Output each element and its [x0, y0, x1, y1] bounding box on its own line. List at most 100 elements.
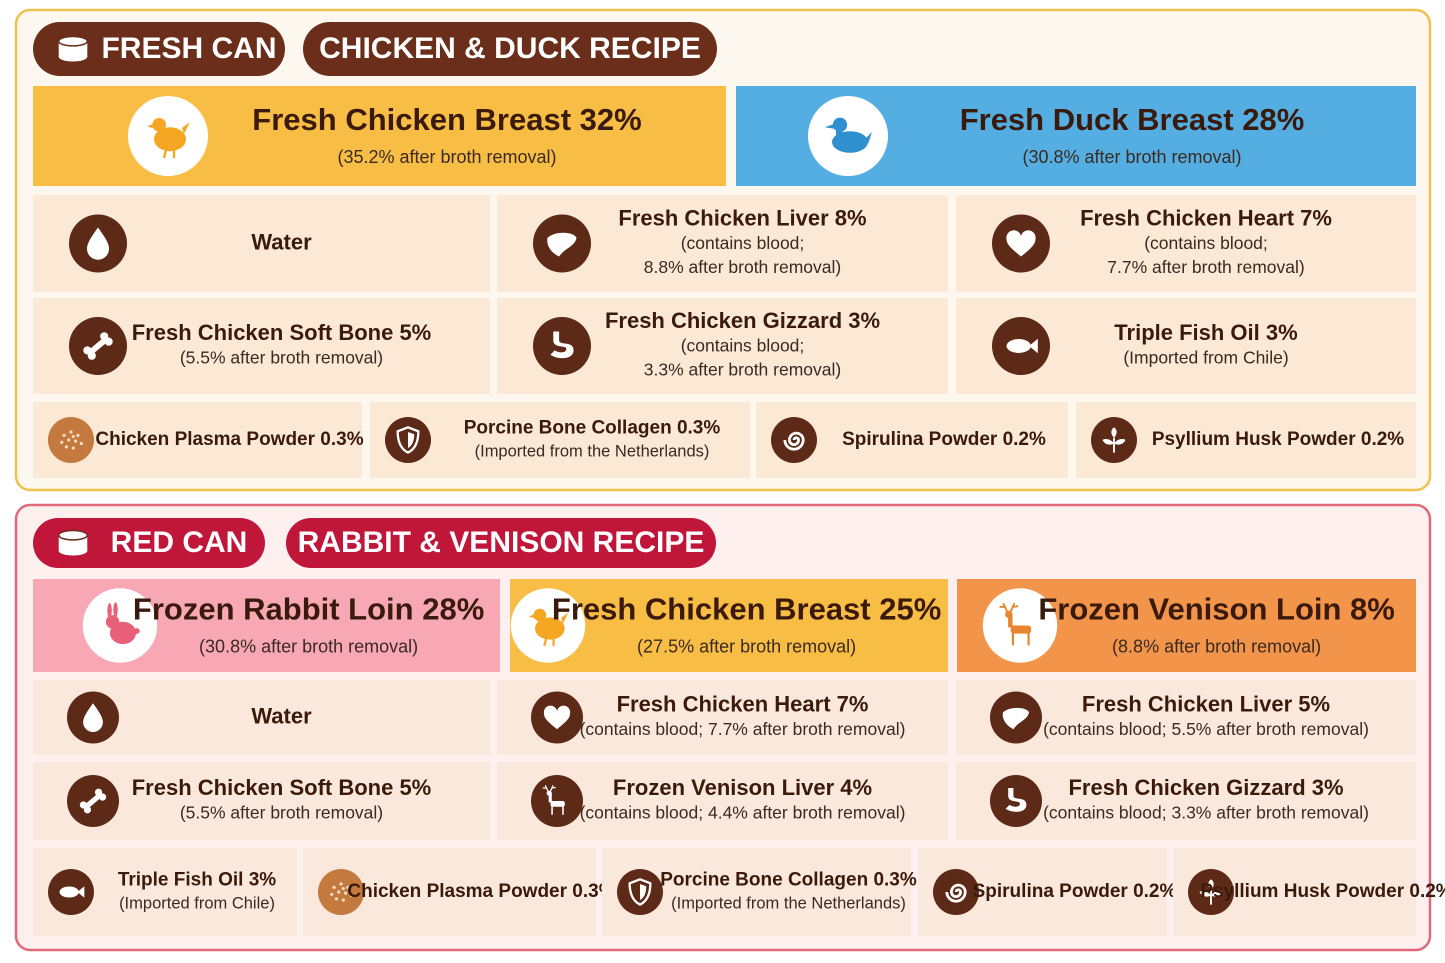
ingredient-note: (5.5% after broth removal): [180, 348, 383, 368]
icon-part: [551, 804, 553, 815]
icon-part: [1102, 439, 1114, 445]
icon-part: [1002, 707, 1029, 730]
icon-part: [332, 885, 336, 890]
icon-part: [83, 332, 113, 360]
icon-part: [1211, 891, 1223, 897]
ingredient-note: (contains blood; 7.7% after broth remova…: [580, 719, 906, 739]
icon-part: [154, 127, 186, 152]
ingredient-note: 8.8% after broth removal): [644, 257, 841, 277]
icon-part: [534, 617, 565, 640]
icon-part: [824, 124, 834, 129]
icon-part: [58, 546, 88, 556]
icon-part: [542, 785, 556, 792]
icon-part: [62, 433, 66, 438]
icon-part: [147, 124, 153, 128]
icon-part: [104, 337, 113, 346]
icon-part: [79, 788, 107, 814]
icon-rabbit: [105, 602, 140, 645]
icon-part: [337, 890, 341, 894]
ingredient-note: 3.3% after broth removal): [644, 360, 841, 380]
icon-heart: [543, 705, 571, 730]
icon-part: [76, 433, 80, 438]
icon-fish: [59, 886, 85, 898]
icon-part: [562, 804, 564, 815]
icon-part: [59, 886, 79, 898]
icon-part: [109, 621, 136, 645]
ingredient-name: Porcine Bone Collagen 0.3%: [660, 870, 917, 891]
icon-part: [1005, 610, 1013, 619]
icon-part: [133, 628, 140, 635]
ingredient-name: Fresh Chicken Gizzard 3%: [1068, 775, 1343, 800]
icon-shield: [628, 878, 652, 906]
badge: [33, 22, 285, 76]
badge-text: RABBIT & VENISON RECIPE: [298, 526, 705, 559]
icon-part: [330, 892, 334, 896]
icon-part: [1011, 631, 1015, 646]
icon-part: [83, 703, 103, 733]
main-note: (8.8% after broth removal): [1112, 636, 1321, 656]
icon-circle: [48, 417, 94, 463]
ingredient-note: (contains blood;: [1144, 233, 1268, 253]
icon-leaf: [1102, 427, 1126, 453]
icon-part: [57, 529, 89, 541]
main-ingredient: Fresh Chicken Breast 25%: [552, 592, 941, 627]
icon-part: [58, 52, 88, 62]
icon-part: [1208, 879, 1214, 890]
icon-part: [182, 122, 190, 134]
ingredient-name: Triple Fish Oil 3%: [118, 870, 276, 891]
ingredient-name: Chicken Plasma Powder 0.3%: [95, 429, 363, 450]
ingredient-name: Fresh Chicken Soft Bone 5%: [132, 775, 432, 800]
ingredient-name: Chicken Plasma Powder 0.3%: [347, 881, 615, 902]
icon-spiral: [783, 431, 805, 451]
icon-can: [57, 35, 89, 62]
icon-part: [628, 878, 652, 906]
icon-part: [69, 430, 73, 434]
icon-part: [396, 426, 420, 454]
icon-part: [107, 603, 112, 619]
icon-spiral: [945, 883, 967, 903]
icon-stomach: [1005, 788, 1027, 812]
icon-chicken: [528, 608, 569, 647]
icon-part: [866, 132, 872, 144]
icon-part: [152, 118, 166, 132]
main-ingredient: Frozen Venison Loin 8%: [1038, 592, 1395, 627]
icon-part: [1029, 338, 1038, 354]
ingredient-note: (5.5% after broth removal): [180, 803, 383, 823]
icon-part: [162, 149, 176, 159]
icon-part: [1111, 427, 1117, 438]
badge-text: FRESH CAN: [101, 32, 276, 65]
ingredient-name: Triple Fish Oil 3%: [1114, 320, 1297, 345]
icon-heart: [1006, 230, 1036, 257]
icon-part: [1027, 631, 1030, 646]
ingredient-note: (Imported from Chile): [119, 894, 275, 912]
icon-part: [113, 602, 118, 618]
icon-can: [57, 529, 89, 556]
icon-part: [87, 351, 96, 360]
icon-part: [1005, 788, 1027, 812]
icon-leaf: [1199, 879, 1223, 905]
badge-text: RED CAN: [111, 526, 248, 559]
ingredient-name: Psyllium Husk Powder 0.2%: [1152, 429, 1404, 450]
icon-part: [79, 441, 83, 446]
icon-part: [349, 893, 353, 898]
ingredient-name: Spirulina Powder 0.2%: [973, 881, 1177, 902]
icon-shield: [396, 426, 420, 454]
icon-liver: [1002, 707, 1029, 730]
icon-part: [84, 793, 102, 809]
icon-part: [79, 801, 88, 809]
icon-part: [346, 885, 350, 890]
icon-part: [341, 898, 345, 902]
ingredient-name: Frozen Venison Liver 4%: [613, 775, 872, 800]
icon-drop: [86, 227, 110, 260]
ingredient-name: Water: [251, 703, 312, 728]
icon-bone: [79, 788, 107, 814]
icon-part: [343, 891, 348, 895]
icon-part: [1006, 339, 1031, 353]
icon-drop: [83, 703, 103, 733]
icon-part: [533, 608, 547, 622]
icon-fish: [1006, 338, 1038, 354]
main-ingredient: Frozen Rabbit Loin 28%: [133, 592, 484, 627]
icon-duck: [824, 117, 872, 153]
